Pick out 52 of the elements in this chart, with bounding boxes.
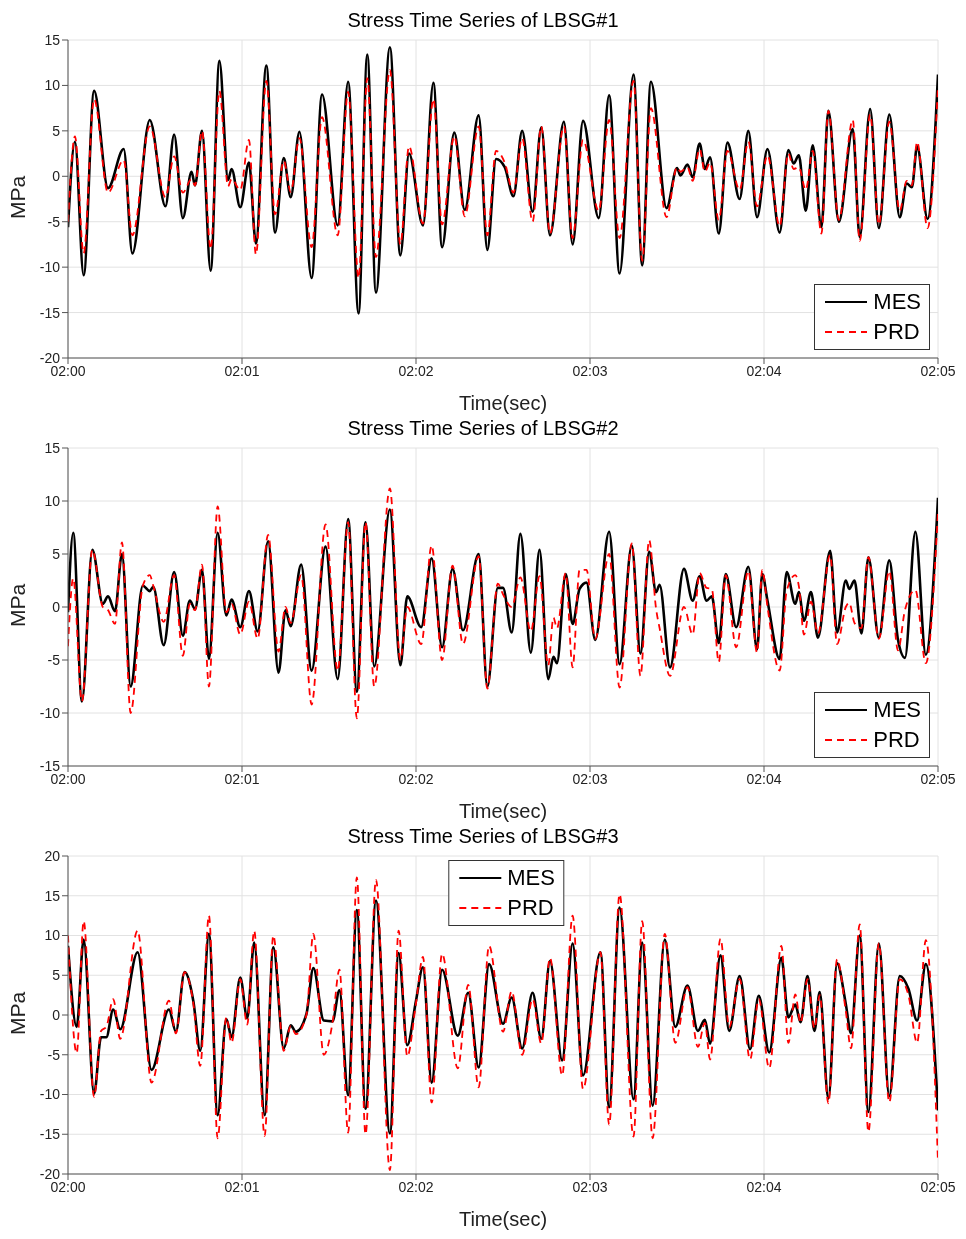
y-tick-label: -5	[47, 651, 61, 668]
x-tick-label: 02:02	[398, 770, 434, 787]
y-tick-label: -5	[47, 1046, 61, 1063]
chart-title: Stress Time Series of LBSG#3	[346, 824, 620, 848]
legend-label: MES	[873, 288, 921, 316]
y-tick-label: -10	[39, 1086, 61, 1103]
legend-label: MES	[873, 696, 921, 724]
y-tick-label: 0	[52, 598, 61, 615]
y-axis-title: MPa	[6, 583, 30, 627]
y-tick-label: -10	[39, 259, 61, 276]
y-tick-label: 15	[44, 887, 61, 904]
x-tick-label: 02:03	[572, 1178, 608, 1195]
x-tick-label: 02:05	[920, 1178, 956, 1195]
x-axis-title: Time(sec)	[458, 1208, 548, 1230]
y-axis-title: MPa	[6, 991, 30, 1035]
x-tick-label: 02:03	[572, 770, 608, 787]
y-axis-title: MPa	[6, 175, 30, 219]
x-tick-label: 02:04	[746, 770, 782, 787]
chart-title: Stress Time Series of LBSG#2	[346, 416, 620, 440]
y-tick-label: 0	[52, 168, 61, 185]
y-tick-label: -15	[39, 304, 61, 321]
legend-label: PRD	[873, 726, 920, 754]
legend-label: PRD	[507, 894, 554, 922]
x-tick-label: 02:02	[398, 362, 434, 379]
y-tick-label: -10	[39, 704, 61, 721]
x-tick-label: 02:05	[920, 362, 956, 379]
y-tick-label: 10	[44, 77, 61, 94]
x-tick-label: 02:03	[572, 362, 608, 379]
y-tick-label: 5	[52, 545, 61, 562]
x-tick-label: 02:04	[746, 362, 782, 379]
legend-label: MES	[507, 864, 555, 892]
x-tick-label: 02:05	[920, 770, 956, 787]
x-tick-label: 02:01	[224, 362, 260, 379]
line-series	[68, 69, 938, 279]
x-tick-label: 02:01	[224, 770, 260, 787]
y-tick-label: 20	[44, 847, 61, 864]
y-tick-label: -15	[39, 1126, 61, 1143]
y-tick-label: 0	[52, 1006, 61, 1023]
y-tick-label: 10	[44, 492, 61, 509]
x-tick-label: 02:04	[746, 1178, 782, 1195]
chart-title: Stress Time Series of LBSG#1	[346, 8, 620, 32]
x-tick-label: 02:01	[224, 1178, 260, 1195]
y-tick-label: 15	[44, 31, 61, 48]
legend-label: PRD	[873, 318, 920, 346]
x-tick-label: 02:02	[398, 1178, 434, 1195]
x-axis-title: Time(sec)	[458, 392, 548, 414]
y-tick-label: 5	[52, 122, 61, 139]
x-axis-title: Time(sec)	[458, 800, 548, 822]
y-tick-label: 15	[44, 439, 61, 456]
y-tick-label: -5	[47, 213, 61, 230]
y-tick-label: 5	[52, 967, 61, 984]
y-tick-label: 10	[44, 927, 61, 944]
